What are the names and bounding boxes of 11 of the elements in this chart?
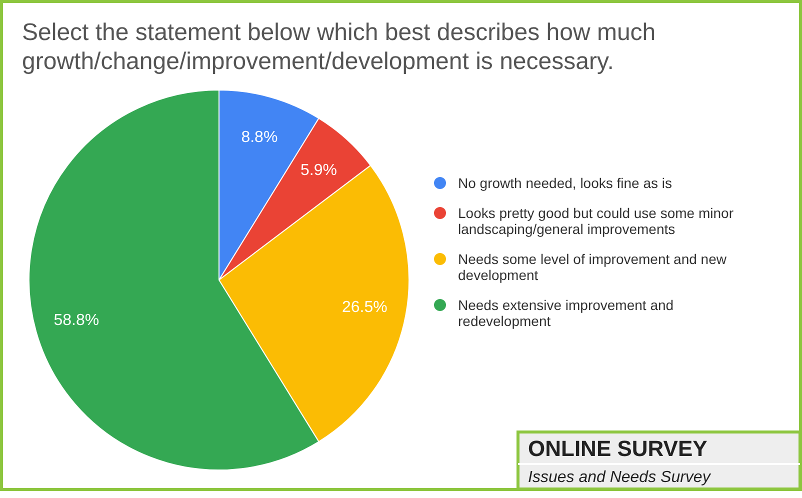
legend-label: Needs extensive improvement and redevelopment: [458, 297, 674, 329]
legend-label: Looks pretty good but could use some minor landscaping/general improvements: [458, 205, 734, 237]
data-label: 8.8%: [241, 128, 278, 146]
text: ONLINE SURVEY: [528, 436, 708, 461]
data-label: 26.5%: [342, 298, 388, 316]
chart-title: Select the statement below which best describes how much growth/change/improvement/development is necessary.: [22, 19, 656, 75]
legend-label: Needs some level of improvement and new development: [458, 251, 728, 283]
text: Issues and Needs Survey: [528, 469, 712, 486]
data-label: 5.9%: [300, 162, 337, 179]
data-label: 58.8%: [54, 312, 100, 329]
legend-label: No growth needed, looks fine as is: [458, 175, 672, 191]
